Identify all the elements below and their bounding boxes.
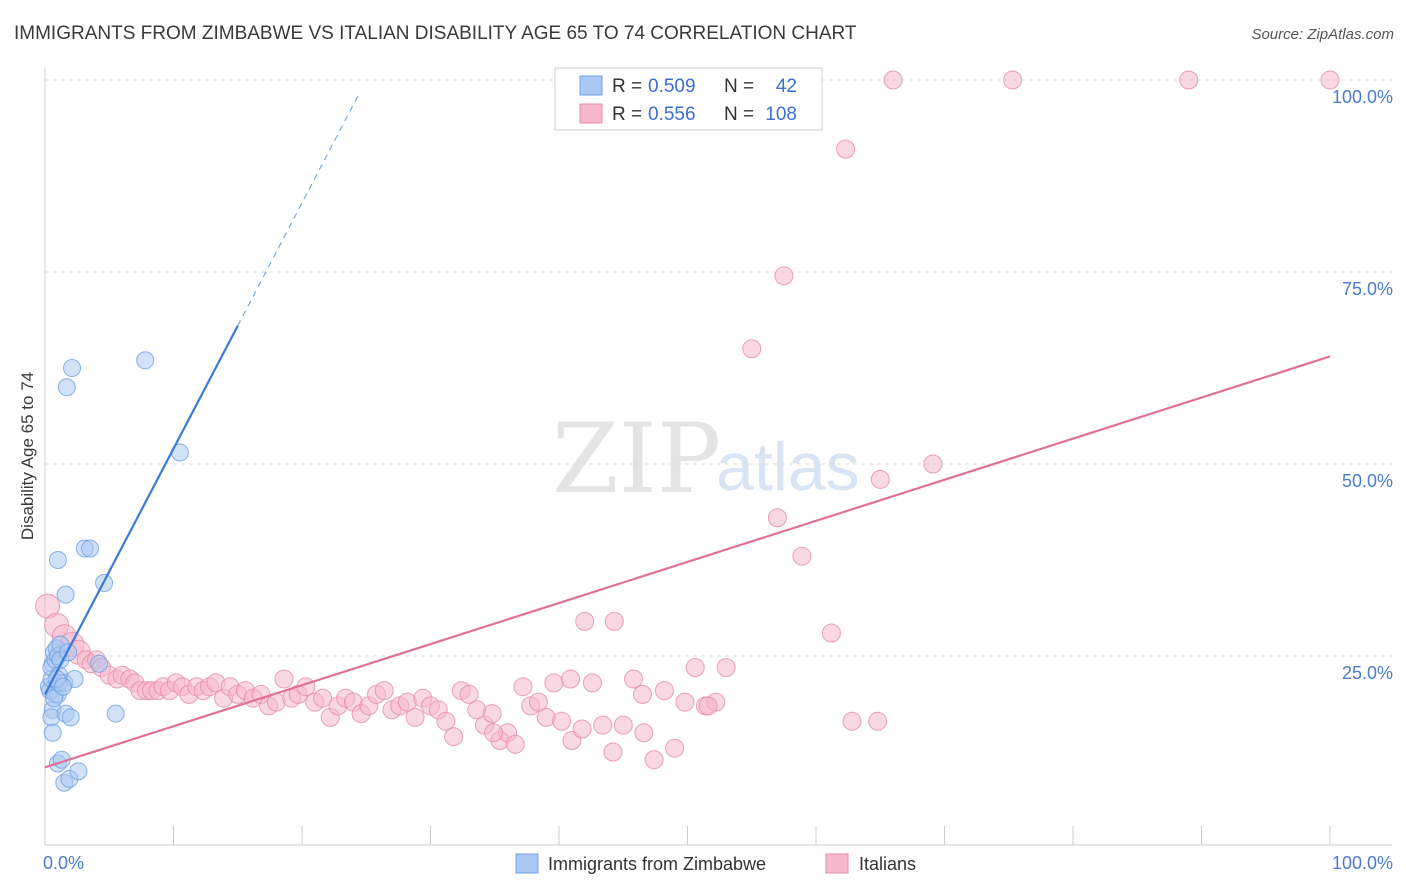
zimbabwe-point-41 [54,677,72,696]
legend-n-value-pink: 108 [765,104,797,125]
zimbabwe-point-26 [81,539,99,558]
zimbabwe-trend-line [44,325,239,695]
x-tick-label-end: 100.0% [1332,853,1393,873]
zimbabwe-point-39 [90,654,108,673]
zimbabwe-point-19 [61,708,80,727]
y-tick-label: 25.0% [1342,663,1393,683]
italians-point-59 [459,684,479,704]
italians-point-105 [698,696,718,716]
italians-point-96 [923,454,943,474]
italians-trend-line [44,355,1331,769]
watermark-atlas: atlas [716,429,860,505]
grid-lines [45,79,1392,657]
italians-point-102 [1179,70,1199,90]
italians-point-107 [484,723,503,743]
italians-point-73 [572,719,592,739]
legend-n-value-blue: 42 [776,76,797,97]
italians-point-66 [513,677,533,697]
italians-point-101 [1003,70,1023,90]
italians-point-93 [868,711,888,731]
italians-point-78 [624,669,643,689]
italians-point-88 [575,611,595,631]
italians-point-80 [644,750,664,770]
scatter-points [35,70,1340,792]
watermark-zip: ZIP [552,403,721,515]
italians-point-94 [821,623,841,643]
italians-point-75 [593,715,613,735]
legend-swatch-pink [579,103,603,124]
zimbabwe-point-22 [56,585,75,604]
bottom-legend-label-zimbabwe: Immigrants from Zimbabwe [548,854,766,874]
italians-point-99 [836,139,856,159]
italians-point-68 [528,692,548,712]
y-axis-label: Disability Age 65 to 74 [18,372,37,540]
italians-point-65 [505,734,525,754]
chart-source: Source: ZipAtlas.com [1251,26,1394,43]
italians-point-89 [604,611,624,631]
zimbabwe-point-21 [48,551,67,569]
zimbabwe-point-23 [57,378,76,397]
italians-point-62 [482,704,502,724]
italians-point-48 [374,681,394,701]
zimbabwe-point-13 [43,723,62,742]
italians-point-71 [552,711,572,731]
italians-point-77 [613,715,633,735]
zimbabwe-point-24 [63,359,81,377]
legend-n-label-blue: N = [724,76,754,97]
x-tick-label-start: 0.0% [43,853,84,873]
italians-point-57 [444,727,464,747]
italians-point-98 [774,266,794,286]
legend-r-label-pink: R = [612,104,642,125]
italians-point-92 [842,711,862,731]
bottom-legend-label-italians: Italians [859,854,916,874]
zimbabwe-point-28 [106,704,125,723]
italians-point-56 [436,711,456,731]
italians-point-100 [883,70,903,90]
bottom-legend: Immigrants from Zimbabwe Italians [515,853,916,874]
italians-point-97 [742,339,762,359]
y-tick-label: 75.0% [1342,279,1393,299]
italians-point-83 [675,692,695,712]
italians-point-103 [1320,70,1340,90]
italians-point-74 [582,673,602,693]
italians-point-81 [654,681,674,701]
zimbabwe-point-35 [69,762,88,781]
italians-point-52 [405,707,425,727]
italians-point-95 [870,469,890,489]
italians-point-79 [634,723,654,743]
legend-r-value-pink: 0.556 [648,104,696,125]
italians-point-40 [313,688,333,708]
legend-r-label-blue: R = [612,76,642,97]
tick-labels: 25.0% 50.0% 75.0% 100.0% 0.0% 100.0% [43,87,1393,873]
italians-point-104 [561,669,581,689]
y-tick-label: 100.0% [1332,87,1393,107]
y-tick-label: 50.0% [1342,471,1393,491]
italians-point-70 [544,673,564,693]
legend-n-label-pink: N = [724,104,754,125]
italians-point-84 [685,658,705,677]
zimbabwe-trend-extension [237,92,361,327]
italians-point-76 [603,742,623,762]
italians-point-35 [274,669,294,689]
italians-point-91 [792,546,812,566]
italians-point-106 [633,684,652,704]
legend-box: R = 0.509 N = 42 R = 0.556 N = 108 [554,67,823,131]
italians-point-82 [665,738,685,758]
trend-lines [44,92,1331,769]
bottom-legend-swatch-zimbabwe [515,853,539,874]
bottom-legend-swatch-italians [825,853,849,874]
legend-swatch-blue [579,75,603,96]
legend-r-value-blue: 0.509 [648,76,696,97]
italians-point-87 [716,658,736,677]
italians-point-90 [767,508,787,528]
zimbabwe-point-29 [136,351,155,370]
chart-title: IMMIGRANTS FROM ZIMBABWE VS ITALIAN DISA… [14,23,857,44]
